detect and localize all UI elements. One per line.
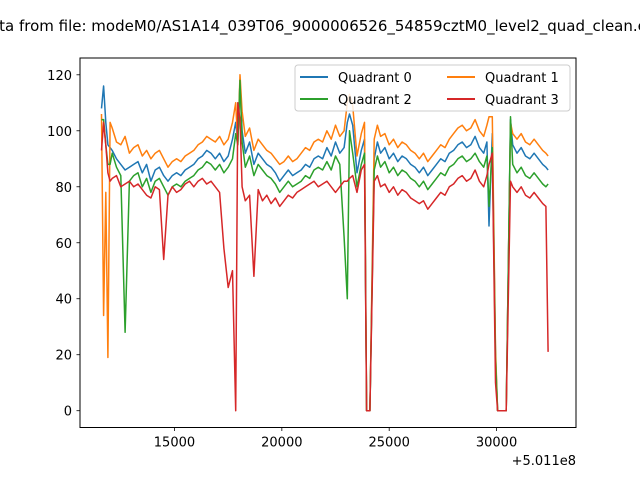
series-line-quadrant-1 bbox=[100, 74, 549, 412]
legend-label-quadrant-1: Quadrant 1 bbox=[485, 71, 559, 86]
series-line-quadrant-2 bbox=[101, 79, 549, 412]
legend-box bbox=[294, 64, 571, 112]
legend-label-quadrant-2: Quadrant 2 bbox=[338, 93, 412, 108]
x-offset-label: +5.011e8 bbox=[512, 454, 576, 469]
legend: Quadrant 0 Quadrant 1 Quadrant 2 Quadrant 3 bbox=[294, 64, 571, 112]
y-axis: 0 20 40 60 80 100 120 bbox=[47, 69, 80, 420]
chart-title: Data from file: modeM0/AS1A14_039T06_900… bbox=[0, 17, 640, 36]
y-tick-label: 60 bbox=[55, 237, 72, 252]
series-layer bbox=[100, 74, 549, 412]
x-tick-label: 20000 bbox=[261, 436, 302, 451]
x-tick-label: 15000 bbox=[154, 436, 195, 451]
x-axis: 15000 20000 25000 30000 bbox=[154, 427, 517, 451]
y-tick-label: 80 bbox=[55, 181, 72, 196]
series-line-quadrant-0 bbox=[100, 79, 549, 412]
x-tick-label: 30000 bbox=[476, 436, 517, 451]
axes-frame bbox=[79, 57, 577, 428]
y-tick-label: 100 bbox=[47, 125, 72, 140]
legend-label-quadrant-3: Quadrant 3 bbox=[485, 93, 559, 108]
x-tick-label: 25000 bbox=[369, 436, 410, 451]
y-tick-label: 40 bbox=[55, 293, 72, 308]
legend-label-quadrant-0: Quadrant 0 bbox=[338, 71, 412, 86]
y-tick-label: 120 bbox=[47, 69, 72, 84]
y-tick-label: 20 bbox=[55, 349, 72, 364]
series-line-quadrant-3 bbox=[100, 102, 549, 412]
y-tick-label: 0 bbox=[64, 405, 72, 420]
